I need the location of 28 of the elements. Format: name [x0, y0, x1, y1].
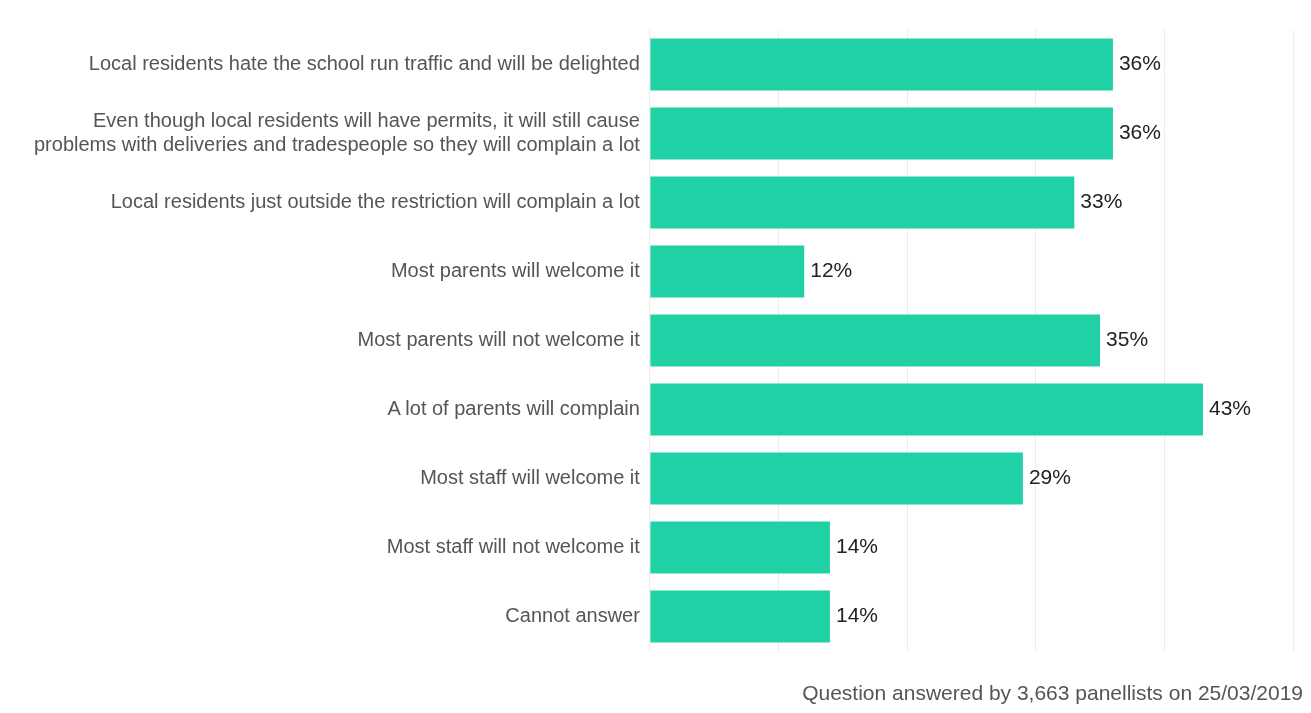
y-tick-label: Most staff will welcome it — [420, 466, 641, 489]
y-tick-label: A lot of parents will complain — [387, 397, 640, 420]
data-label: 35% — [1106, 327, 1149, 351]
data-label: 36% — [1118, 120, 1161, 144]
text: Question answered by 3,663 panellists on 25/03/2019 — [801, 681, 1303, 705]
y-tick-label: Most staff will not welcome it — [386, 535, 641, 558]
y-tick-label: Even though local residents will have permits, it will still cause problems with deliveries and tradespeople so they will complain a lot — [33, 109, 641, 156]
data-label: 14% — [835, 534, 878, 558]
y-tick-label: Most parents will welcome it — [390, 259, 641, 282]
bar — [650, 383, 1203, 436]
bar — [650, 245, 805, 298]
bar — [650, 107, 1113, 160]
y-tick-label: Cannot answer — [505, 604, 641, 627]
data-label: 29% — [1028, 465, 1071, 489]
bar — [650, 176, 1075, 229]
bar — [650, 590, 830, 643]
data-label: 43% — [1208, 396, 1251, 420]
data-label: 14% — [835, 603, 878, 627]
data-label: 36% — [1118, 51, 1161, 75]
bar — [650, 452, 1023, 505]
data-label: 33% — [1080, 189, 1123, 213]
bar — [650, 314, 1101, 367]
data-label: 12% — [810, 258, 853, 282]
bar — [650, 521, 830, 574]
y-tick-label: Local residents hate the school run traffic and will be delighted — [88, 52, 640, 75]
y-tick-label: Local residents just outside the restriction will complain a lot — [110, 190, 641, 213]
y-tick-label: Most parents will not welcome it — [357, 328, 641, 351]
bar — [650, 38, 1113, 91]
